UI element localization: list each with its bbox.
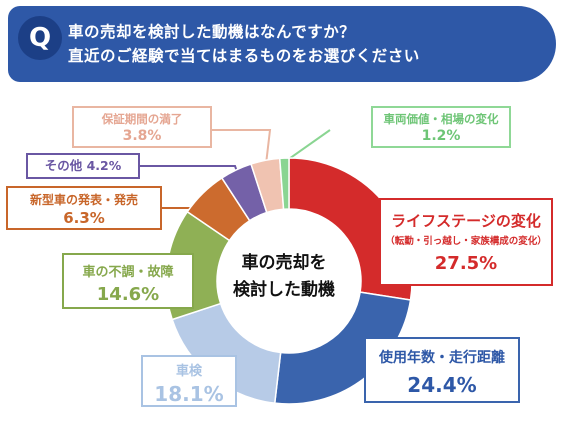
slice-label-trouble: 車の不調・故障 14.6% — [62, 253, 194, 309]
slice-label-value: 27.5% — [434, 253, 498, 274]
slice-label-name: 車の不調・故障 — [82, 265, 174, 280]
slice-label-lifestage: ライフステージの変化 （転勤・引っ越し・家族構成の変化） 27.5% — [379, 198, 553, 286]
slice-label-value: 3.8% — [122, 128, 162, 144]
slice-label-value: 6.3% — [63, 209, 105, 227]
question-line-2: 直近のご経験で当てはまるものをお選びください — [68, 47, 420, 65]
slice-label-value: 24.4% — [407, 373, 477, 397]
leader-line-other — [140, 165, 239, 174]
question-badge: Q — [18, 16, 62, 60]
slice-label-name: 車検 — [175, 364, 202, 379]
slice-label-name: 保証期間の満了 — [101, 112, 183, 126]
center-line-2: 検討した動機 — [233, 280, 335, 300]
slice-label-name: ライフステージの変化 — [391, 212, 541, 230]
slice-label-market-value: 車両価値・相場の変化 1.2% — [371, 106, 511, 148]
slice-label-name: 車両価値・相場の変化 — [383, 112, 499, 126]
chart-center-title: 車の売却を 検討した動機 — [218, 250, 350, 304]
slice-label-value: 18.1% — [154, 382, 224, 406]
slice-label-warranty: 保証期間の満了 3.8% — [72, 106, 212, 148]
slice-label-name: その他 — [44, 158, 87, 173]
question-header: Q 車の売却を検討した動機はなんですか？ 直近のご経験で当てはまるものをお選びく… — [8, 6, 556, 82]
slice-label-inspection: 車検 18.1% — [141, 355, 237, 407]
slice-label-name: 使用年数・走行距離 — [379, 350, 505, 366]
donut-slice-market-value — [278, 157, 290, 211]
slice-label-name: 新型車の発表・発売 — [29, 193, 138, 207]
question-line-1: 車の売却を検討した動機はなんですか？ — [68, 23, 356, 41]
slice-label-years-mileage: 使用年数・走行距離 24.4% — [364, 337, 520, 403]
leader-line-market-value — [283, 129, 331, 163]
slice-label-other: その他 4.2% — [26, 153, 140, 179]
slice-label-sub: （転勤・引っ越し・家族構成の変化） — [385, 236, 547, 247]
slice-label-value: 14.6% — [96, 284, 160, 305]
slice-label-new-model: 新型車の発表・発売 6.3% — [6, 186, 162, 230]
slice-label-value: 1.2% — [421, 128, 461, 144]
slice-label-value: 4.2% — [86, 158, 122, 173]
center-line-1: 車の売却を — [241, 253, 327, 273]
question-text: 車の売却を検討した動機はなんですか？ 直近のご経験で当てはまるものをお選びくださ… — [68, 20, 548, 68]
leader-line-warranty — [212, 129, 272, 165]
